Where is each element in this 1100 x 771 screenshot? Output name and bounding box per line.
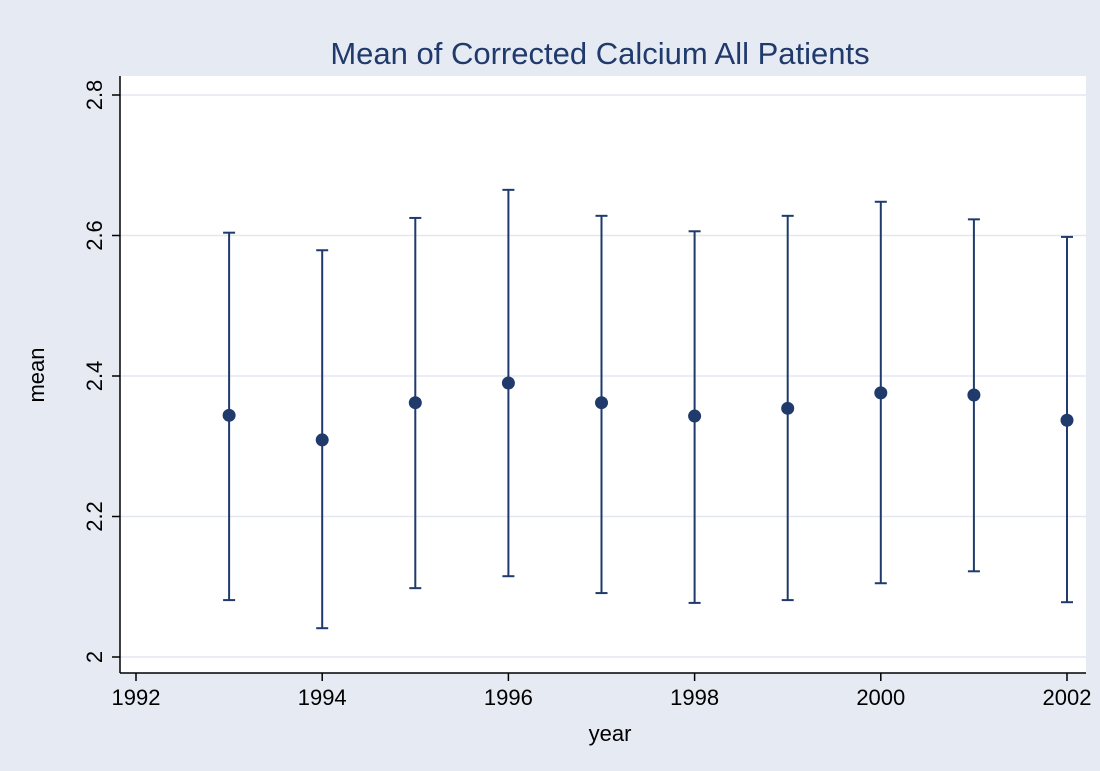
- mean-point: [408, 396, 422, 410]
- mean-point: [222, 408, 236, 422]
- x-tick-label: 2000: [856, 685, 905, 710]
- x-tick-label: 1992: [112, 685, 161, 710]
- mean-point: [595, 396, 608, 410]
- mean-point: [688, 409, 702, 423]
- mean-point: [781, 401, 795, 415]
- x-tick-label: 2002: [1043, 685, 1092, 710]
- y-tick-label: 2.2: [82, 501, 107, 532]
- plot-area: [120, 76, 1086, 673]
- mean-point: [501, 376, 515, 390]
- mean-point: [967, 388, 981, 402]
- chart-title: Mean of Corrected Calcium All Patients: [330, 36, 869, 71]
- x-axis-label: year: [589, 721, 632, 746]
- x-tick-label: 1998: [670, 685, 719, 710]
- mean-point: [1060, 413, 1074, 427]
- mean-point: [874, 386, 888, 400]
- x-tick-label: 1994: [298, 685, 347, 710]
- mean-point: [315, 433, 329, 447]
- y-axis-label: mean: [24, 347, 49, 402]
- y-tick-label: 2: [82, 651, 107, 663]
- y-tick-label: 2.4: [82, 361, 107, 392]
- x-tick-label: 1996: [484, 685, 533, 710]
- y-tick-label: 2.8: [82, 80, 107, 111]
- y-tick-label: 2.6: [82, 220, 107, 251]
